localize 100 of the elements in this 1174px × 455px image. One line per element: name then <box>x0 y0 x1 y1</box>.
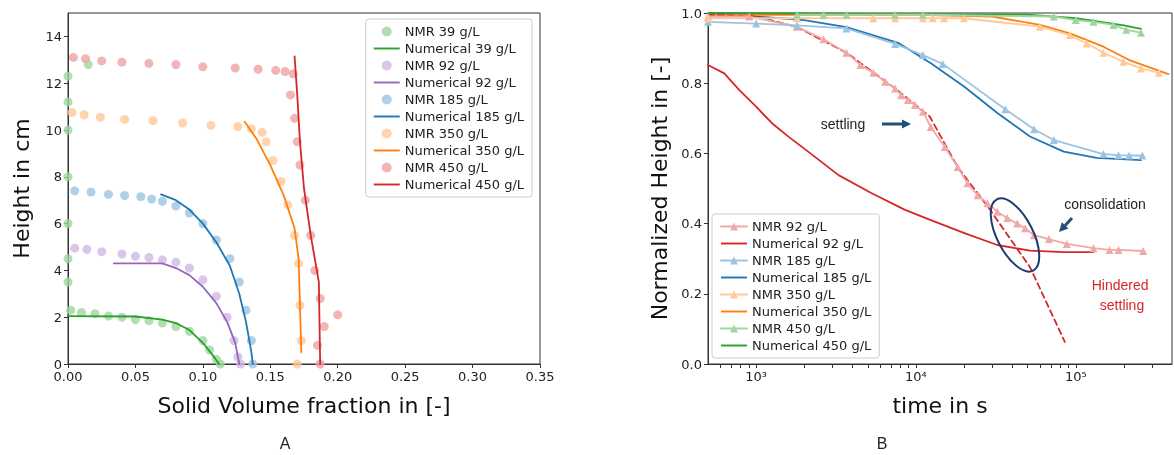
point <box>120 114 130 124</box>
point <box>82 244 92 254</box>
point <box>66 305 76 315</box>
y-tick-label: 0.2 <box>681 286 702 302</box>
x-tick-label: 0.25 <box>390 369 420 384</box>
y-axis-title: Height in cm <box>8 118 34 259</box>
point <box>86 187 96 197</box>
point <box>97 247 107 257</box>
legend-label: NMR 350 g/L <box>404 126 489 141</box>
point <box>97 56 107 66</box>
legend-label: NMR 92 g/L <box>752 219 828 234</box>
legend-label: NMR 92 g/L <box>404 58 481 73</box>
point <box>95 112 105 122</box>
legend-label: Numerical 39 g/L <box>404 41 517 56</box>
point <box>117 249 127 259</box>
point <box>144 253 154 263</box>
point <box>136 192 146 202</box>
y-tick-label: 14 <box>45 28 62 44</box>
point <box>103 189 113 199</box>
text: A <box>279 434 291 452</box>
legend-label: Numerical 350 g/L <box>404 143 525 158</box>
legend-label: Numerical 185 g/L <box>404 109 525 124</box>
x-axis-title: time in s <box>892 392 988 418</box>
x-tick-label: 0.35 <box>525 369 555 384</box>
point <box>63 125 73 135</box>
legend-label: Numerical 92 g/L <box>404 75 517 90</box>
point <box>292 359 302 369</box>
annotation: settling <box>820 116 866 132</box>
point <box>63 219 73 229</box>
y-tick-label: 0.4 <box>681 216 702 232</box>
point <box>171 59 181 69</box>
legend-label: NMR 39 g/L <box>404 24 481 39</box>
point <box>198 275 208 285</box>
point <box>79 110 89 120</box>
y-axis-title: Normalized Height in [-] <box>646 56 672 321</box>
point <box>68 52 78 62</box>
y-tick-label: 0.6 <box>681 145 702 161</box>
point <box>333 310 343 320</box>
annotation: consolidation <box>1064 196 1146 212</box>
point <box>63 172 73 182</box>
point <box>148 116 158 126</box>
point <box>63 97 73 107</box>
point <box>198 62 208 72</box>
point <box>144 58 154 68</box>
y-tick-label: 12 <box>45 75 62 91</box>
legend-label: NMR 450 g/L <box>404 160 489 175</box>
x-tick-label: 0.10 <box>188 369 218 384</box>
point <box>271 65 281 75</box>
point <box>157 196 167 206</box>
x-tick-label: 0.15 <box>255 369 285 384</box>
point <box>253 64 263 74</box>
point <box>178 118 188 128</box>
point <box>171 201 181 211</box>
point <box>230 63 240 73</box>
point <box>117 57 127 67</box>
point <box>280 67 290 76</box>
y-tick-label: 4 <box>53 262 62 278</box>
x-tick-label: 10³ <box>745 369 767 384</box>
point <box>70 186 80 196</box>
y-tick-label: 2 <box>53 309 62 325</box>
y-tick-label: 1.0 <box>681 5 702 21</box>
point <box>257 127 267 137</box>
annotation: Hindered settling <box>1091 277 1153 313</box>
point <box>206 120 216 130</box>
point <box>286 90 296 100</box>
x-tick-label: 10⁴ <box>905 369 927 384</box>
legend-label: NMR 450 g/L <box>752 321 836 336</box>
legend-label: Numerical 450 g/L <box>752 338 873 353</box>
point <box>81 54 91 64</box>
text: B <box>876 434 888 452</box>
x-tick-label: 0.05 <box>120 369 150 384</box>
point <box>233 121 243 131</box>
legend-label: Numerical 185 g/L <box>752 270 873 285</box>
legend-label: NMR 350 g/L <box>752 287 836 302</box>
point <box>120 191 130 201</box>
x-tick-label: 0.30 <box>458 369 488 384</box>
legend-label: NMR 185 g/L <box>752 253 836 268</box>
point <box>211 291 221 301</box>
point <box>63 71 73 81</box>
x-axis-title: Solid Volume fraction in [-] <box>157 392 451 418</box>
point <box>147 194 157 204</box>
x-tick-label: 0.00 <box>53 369 83 384</box>
point <box>184 263 194 273</box>
y-tick-label: 0 <box>53 356 62 372</box>
point <box>130 251 140 261</box>
legend-label: Numerical 350 g/L <box>752 304 873 319</box>
y-tick-label: 6 <box>53 216 62 232</box>
point <box>171 257 181 267</box>
y-tick-label: 8 <box>53 169 62 185</box>
legend-label: Numerical 450 g/L <box>404 177 525 192</box>
y-tick-label: 0.8 <box>681 75 702 91</box>
legend-label: Numerical 92 g/L <box>752 236 864 251</box>
x-tick-label: 0.20 <box>323 369 353 384</box>
x-tick-label: 10⁵ <box>1064 369 1087 384</box>
point <box>67 107 77 117</box>
legend-label: NMR 185 g/L <box>404 92 489 107</box>
point <box>268 155 278 165</box>
point <box>319 322 329 332</box>
point <box>70 243 80 253</box>
y-tick-label: 0.0 <box>681 356 702 372</box>
